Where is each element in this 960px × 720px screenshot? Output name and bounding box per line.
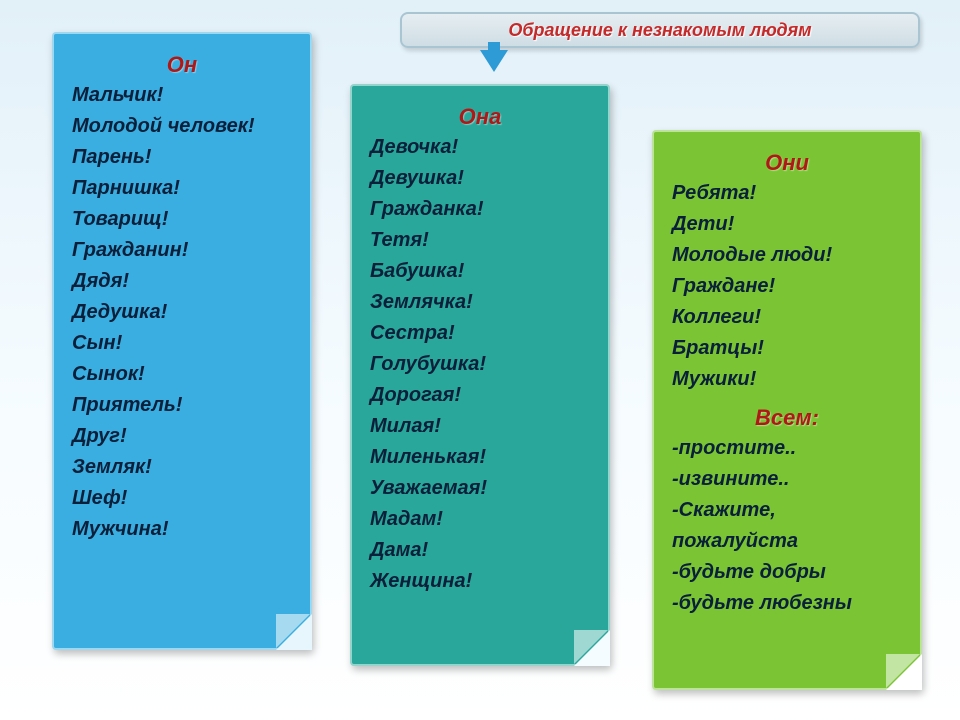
list-item: Сестра! bbox=[370, 318, 590, 349]
list-item: -будьте любезны bbox=[672, 588, 902, 619]
header-title: Обращение к незнакомым людям bbox=[508, 20, 811, 41]
list-item: Друг! bbox=[72, 421, 292, 452]
list-item: -извините.. bbox=[672, 464, 902, 495]
list-item: Милая! bbox=[370, 411, 590, 442]
list-item: Мужики! bbox=[672, 364, 902, 395]
card-they-subtitle: Всем: bbox=[672, 405, 902, 431]
list-item: Бабушка! bbox=[370, 256, 590, 287]
list-item: Мадам! bbox=[370, 504, 590, 535]
list-item: Женщина! bbox=[370, 566, 590, 597]
list-item: Дети! bbox=[672, 209, 902, 240]
list-item: Парень! bbox=[72, 142, 292, 173]
list-item: Дорогая! bbox=[370, 380, 590, 411]
list-item: Сын! bbox=[72, 328, 292, 359]
list-item: Девушка! bbox=[370, 163, 590, 194]
list-item: Голубушка! bbox=[370, 349, 590, 380]
card-they-list2: -простите..-извините..-Скажите, пожалуйс… bbox=[672, 433, 902, 619]
card-she-title: Она bbox=[370, 104, 590, 130]
list-item: Коллеги! bbox=[672, 302, 902, 333]
list-item: Братцы! bbox=[672, 333, 902, 364]
list-item: Сынок! bbox=[72, 359, 292, 390]
list-item: -Скажите, пожалуйста bbox=[672, 495, 902, 557]
list-item: Товарищ! bbox=[72, 204, 292, 235]
list-item: Ребята! bbox=[672, 178, 902, 209]
card-they: Они Ребята!Дети!Молодые люди!Граждане!Ко… bbox=[652, 130, 922, 690]
list-item: Дедушка! bbox=[72, 297, 292, 328]
list-item: Гражданка! bbox=[370, 194, 590, 225]
list-item: Мальчик! bbox=[72, 80, 292, 111]
card-he-list: Мальчик!Молодой человек!Парень!Парнишка!… bbox=[72, 80, 292, 545]
card-she: Она Девочка!Девушка!Гражданка!Тетя!Бабуш… bbox=[350, 84, 610, 666]
card-they-title: Они bbox=[672, 150, 902, 176]
list-item: Шеф! bbox=[72, 483, 292, 514]
list-item: Дядя! bbox=[72, 266, 292, 297]
list-item: Миленькая! bbox=[370, 442, 590, 473]
down-arrow-icon bbox=[480, 50, 508, 72]
card-he-title: Он bbox=[72, 52, 292, 78]
list-item: Граждане! bbox=[672, 271, 902, 302]
card-they-list: Ребята!Дети!Молодые люди!Граждане!Коллег… bbox=[672, 178, 902, 395]
list-item: Приятель! bbox=[72, 390, 292, 421]
list-item: -простите.. bbox=[672, 433, 902, 464]
list-item: Гражданин! bbox=[72, 235, 292, 266]
list-item: Землячка! bbox=[370, 287, 590, 318]
card-he: Он Мальчик!Молодой человек!Парень!Парниш… bbox=[52, 32, 312, 650]
list-item: Девочка! bbox=[370, 132, 590, 163]
list-item: Тетя! bbox=[370, 225, 590, 256]
list-item: -будьте добры bbox=[672, 557, 902, 588]
list-item: Мужчина! bbox=[72, 514, 292, 545]
list-item: Молодой человек! bbox=[72, 111, 292, 142]
list-item: Уважаемая! bbox=[370, 473, 590, 504]
list-item: Земляк! bbox=[72, 452, 292, 483]
list-item: Дама! bbox=[370, 535, 590, 566]
card-she-list: Девочка!Девушка!Гражданка!Тетя!Бабушка!З… bbox=[370, 132, 590, 597]
header-bar: Обращение к незнакомым людям bbox=[400, 12, 920, 48]
list-item: Молодые люди! bbox=[672, 240, 902, 271]
list-item: Парнишка! bbox=[72, 173, 292, 204]
